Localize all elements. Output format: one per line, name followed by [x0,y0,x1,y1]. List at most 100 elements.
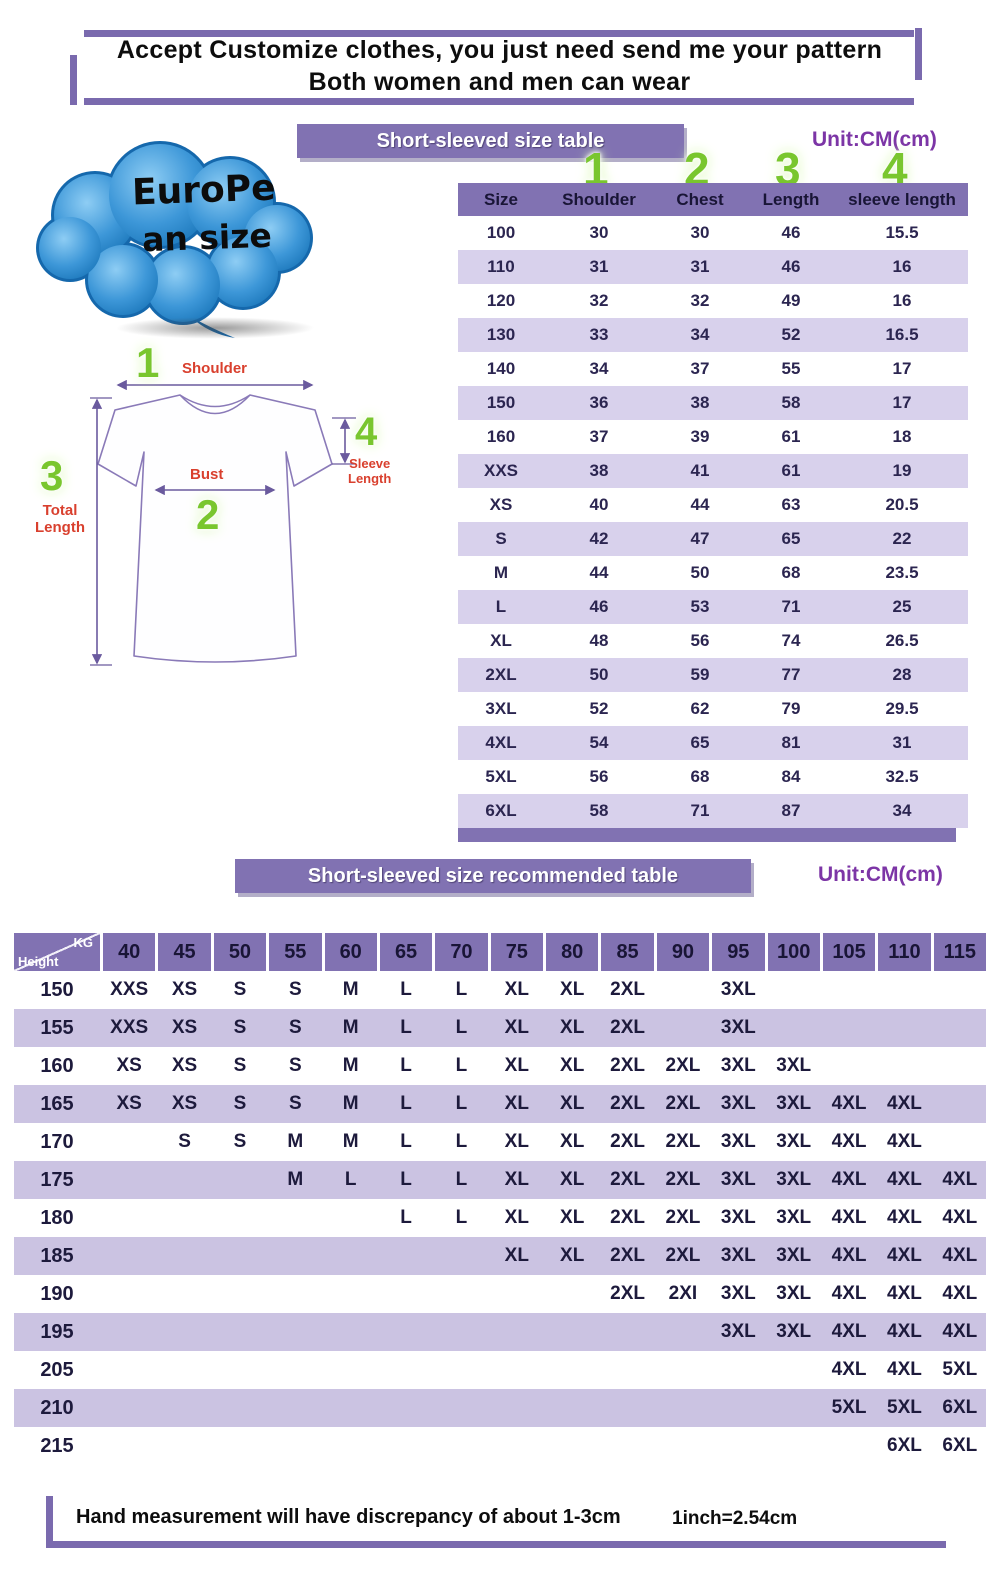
size-table-cell: L [495,597,507,616]
size-table-cell: 36 [589,393,609,412]
reco-table-cell [325,1199,377,1237]
reco-table-cell: 5XL [831,1397,867,1418]
reco-table-cell: XL [560,979,585,1000]
measurement-note: Hand measurement will have discrepancy o… [76,1506,621,1528]
reco-table-cell [325,1389,377,1427]
reco-table-cell: 2XL [665,1093,701,1114]
size-table-row: S 42 47 65 22 [458,522,968,556]
reco-table-cell [214,1351,266,1389]
reco-table-cell: M [342,1017,359,1038]
reco-table-cell: M [287,1131,304,1152]
reco-table-cell: S [288,1017,302,1038]
tshirt-diagram [90,379,356,666]
reco-table-cell [214,1427,266,1465]
recommended-table-banner: Short-sleeved size recommended table [235,859,751,893]
size-table-cell: 56 [589,767,609,786]
reco-table-cell [214,1237,266,1275]
reco-table-cell: 2XL [665,1055,701,1076]
reco-table-cell [269,1389,321,1427]
size-table-cell: 54 [589,733,609,752]
reco-table-cell [491,1389,543,1427]
weight-column-header: 90 [656,933,710,971]
reco-table-cell: L [400,1017,412,1038]
size-table-cell: 100 [486,223,516,242]
size-table-cell: 31 [690,257,710,276]
reco-table-cell [768,1009,820,1047]
size-table-cell: 37 [589,427,609,446]
reco-table-cell [823,1047,875,1085]
size-table-cell: 16.5 [885,325,919,344]
size-table-row: 110 31 31 46 16 [458,250,968,284]
size-table-row: L 46 53 71 25 [458,590,968,624]
reco-table-cell [103,1275,155,1313]
reco-table-cell: XL [504,979,529,1000]
size-table-row: 160 37 39 61 18 [458,420,968,454]
frame-left-bar [70,55,77,105]
size-table-cell: 74 [781,631,801,650]
size-table-cell: M [493,563,509,582]
reco-table-row: 155 XXS XS S S M L L XL XL 2XL 3XL [14,1009,986,1047]
reco-table-cell: 4XL [887,1321,922,1342]
reco-table-cell: 2XI [668,1283,698,1304]
reco-table-cell [657,1389,709,1427]
size-table-cell: 71 [781,597,801,616]
reco-table-cell: S [233,1093,247,1114]
reco-table-cell: L [400,1131,412,1152]
weight-column-header: 85 [601,933,654,971]
size-table-cell: 50 [589,665,609,684]
reco-table-cell: 4XL [887,1283,922,1304]
reco-table-cell: 3XL [776,1283,812,1304]
sleeve-label-line1: Sleeve [349,456,391,471]
size-table-cell: 63 [781,495,801,514]
reco-table-cell [325,1237,377,1275]
size-table-cell: 58 [781,393,801,412]
frame-top-bar [84,30,914,37]
size-table-row: XXS 38 41 61 19 [458,454,968,488]
size-table-cell: 110 [487,257,515,276]
reco-table-cell: 3XL [776,1321,812,1342]
reco-table-cell [491,1427,543,1465]
height-row-header: 185 [40,1245,74,1267]
recommended-table-banner-label: Short-sleeved size recommended table [307,865,679,887]
reco-table-row: 160 XS XS S S M L L XL XL 2XL 2XL 3XL 3XL [14,1047,986,1085]
reco-table-cell [657,971,709,1009]
reco-table-cell: 3XL [720,1283,756,1304]
reco-table-row: 150 XXS XS S S M L L XL XL 2XL 3XL [14,971,986,1009]
reco-table-cell [158,1237,210,1275]
size-table-cell: 81 [781,733,801,752]
size-table-cell: 55 [781,359,801,378]
reco-table-cell: XL [504,1169,529,1190]
reco-table-cell: S [178,1131,191,1152]
reco-table-cell: 2XL [610,1245,645,1266]
size-table-cell: 32 [589,291,609,310]
reco-table-cell: L [400,1207,412,1228]
reco-table-cell: S [233,1017,247,1038]
height-row-header: 190 [40,1283,74,1305]
kg-label: KG [73,935,94,950]
reco-table-cell: 2XL [610,1093,645,1114]
reco-table-cell [435,1427,487,1465]
reco-table-cell [269,1313,321,1351]
reco-table-cell: 2XL [610,1017,645,1038]
size-table-cell: 71 [690,801,710,820]
inch-conversion-note: 1inch=2.54cm [672,1508,798,1529]
frame-right-bar [915,28,922,80]
reco-table-cell [601,1427,653,1465]
size-table-row: XS 40 44 63 20.5 [458,488,968,522]
reco-table-cell [657,1313,709,1351]
reco-table-cell: XL [504,1093,529,1114]
size-table-cell: 18 [892,427,912,446]
reco-table-cell [601,1313,653,1351]
reco-table-cell: 2XL [665,1207,701,1228]
size-table-cell: 46 [589,597,609,616]
size-table-cell: 16 [892,257,912,276]
size-table-cell: 160 [486,427,516,446]
reco-table-cell [214,1199,266,1237]
size-table-cell: 32.5 [885,767,919,786]
reco-table-cell: 4XL [831,1283,867,1304]
reco-table-row: 190 2XL 2XI 3XL 3XL 4XL 4XL 4XL [14,1275,986,1313]
reco-table-cell: XS [116,1093,142,1114]
reco-table-cell: L [344,1169,357,1190]
size-table-cell: S [495,529,507,548]
size-table-cell: 53 [690,597,710,616]
